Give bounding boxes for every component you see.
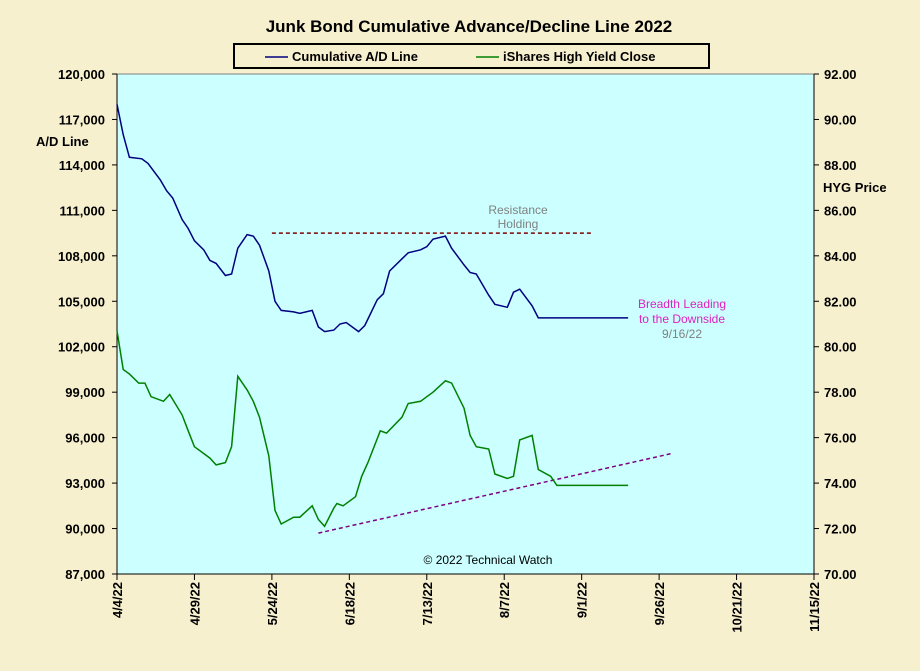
right-tick-label: 84.00: [824, 249, 857, 264]
left-tick-label: 93,000: [65, 476, 105, 491]
left-tick-label: 108,000: [58, 249, 105, 264]
left-tick-label: 90,000: [65, 522, 105, 537]
left-axis-label: A/D Line: [36, 134, 89, 149]
annotation-date: 9/16/22: [662, 327, 702, 341]
right-tick-label: 70.00: [824, 567, 857, 582]
plot-area: [116, 73, 815, 575]
chart-title: Junk Bond Cumulative Advance/Decline Lin…: [266, 17, 673, 36]
breadth-annotation-line1: Breadth Leading: [638, 297, 726, 311]
right-tick-label: 72.00: [824, 522, 857, 537]
x-tick-label: 5/24/22: [265, 582, 280, 625]
right-tick-label: 88.00: [824, 158, 857, 173]
x-tick-label: 9/26/22: [652, 582, 667, 625]
x-tick-label: 9/1/22: [575, 582, 590, 618]
left-tick-label: 111,000: [59, 203, 105, 218]
copyright-text: © 2022 Technical Watch: [424, 553, 553, 567]
x-tick-label: 6/18/22: [342, 582, 357, 625]
right-tick-label: 90.00: [824, 112, 857, 127]
resistance-annotation-line: Resistance: [488, 203, 548, 217]
right-axis-ticks: 70.00 72.00 74.00 76.00 78.00 80.00 82.00 84.00…: [814, 67, 857, 582]
x-axis-ticks: 4/4/22 4/29/22 5/24/22 6/18/22 7/13/22 8/7/22…: [110, 574, 822, 633]
x-tick-label: 4/29/22: [187, 582, 202, 625]
left-tick-label: 114,000: [59, 158, 105, 173]
left-tick-label: 99,000: [65, 385, 105, 400]
x-tick-label: 11/15/22: [807, 582, 822, 632]
left-tick-label: 117,000: [59, 112, 105, 127]
right-tick-label: 74.00: [824, 476, 857, 491]
right-tick-label: 80.00: [824, 340, 857, 355]
left-axis-ticks: 87,000 90,000 93,000 96,000 99,000 102,000 105…: [58, 67, 117, 582]
legend: Cumulative A/D Line iShares High Yield C…: [233, 43, 710, 69]
right-tick-label: 82.00: [824, 294, 857, 309]
x-tick-label: 10/21/22: [730, 582, 745, 633]
left-tick-label: 102,000: [58, 340, 105, 355]
resistance-annotation: Resistance Holding: [488, 203, 548, 231]
x-tick-label: 7/13/22: [420, 582, 435, 625]
right-tick-label: 86.00: [824, 203, 857, 218]
left-tick-label: 120,000: [58, 67, 105, 82]
series-line-hyg: [116, 330, 629, 528]
left-tick-label: 96,000: [65, 431, 105, 446]
support-trend-line: [318, 452, 672, 534]
right-tick-label: 76.00: [824, 431, 857, 446]
resistance-annotation-line: Holding: [498, 217, 539, 231]
left-tick-label: 105,000: [58, 294, 105, 309]
x-tick-label: 4/4/22: [110, 582, 125, 618]
left-tick-label: 87,000: [65, 567, 105, 582]
right-tick-label: 78.00: [824, 385, 857, 400]
right-tick-label: 92.00: [824, 67, 857, 82]
legend-label-ad: Cumulative A/D Line: [292, 49, 418, 64]
breadth-annotation-line2: to the Downside: [639, 312, 725, 326]
series-line-ad: [116, 104, 629, 333]
legend-box: [233, 43, 710, 69]
x-tick-label: 8/7/22: [497, 582, 512, 618]
legend-label-hyg: iShares High Yield Close: [503, 49, 655, 64]
right-axis-label: HYG Price: [823, 180, 887, 195]
